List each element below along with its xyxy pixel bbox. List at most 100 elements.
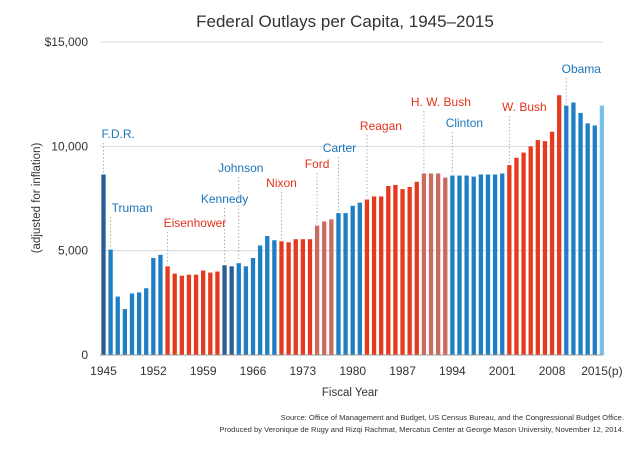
bar	[514, 157, 519, 355]
bar	[414, 181, 419, 355]
x-tick-label: 1952	[140, 364, 167, 378]
bar	[464, 175, 469, 355]
y-tick-label: 5,000	[58, 244, 88, 258]
x-tick-label: 1994	[439, 364, 466, 378]
bar	[457, 175, 462, 355]
bar	[557, 95, 562, 356]
bar	[300, 239, 306, 355]
x-tick-label: 2001	[489, 364, 516, 378]
bar	[243, 266, 249, 355]
bar	[151, 257, 156, 355]
bar	[314, 225, 320, 355]
bar	[571, 102, 576, 355]
bar	[393, 184, 398, 355]
bar	[528, 146, 533, 355]
bar	[265, 236, 270, 355]
president-label: Nixon	[266, 176, 297, 190]
bar	[279, 241, 284, 355]
bar	[585, 123, 590, 355]
bar	[428, 173, 434, 355]
president-labels: F.D.R. Truman Eisenhower Kennedy JohnsonNixo…	[102, 62, 602, 230]
president-label: Clinton	[446, 116, 483, 130]
bar	[201, 270, 206, 355]
bar	[108, 249, 113, 355]
bar	[379, 196, 384, 355]
bar	[208, 272, 213, 355]
bar	[371, 196, 377, 355]
bar	[421, 173, 427, 355]
bar	[500, 173, 505, 355]
bar	[193, 274, 199, 355]
bar	[435, 173, 441, 355]
bar	[165, 266, 170, 355]
source-line-1: Source: Office of Management and Budget,…	[280, 413, 624, 422]
bar	[443, 177, 448, 355]
bar	[542, 141, 548, 355]
x-tick-label: 1959	[190, 364, 217, 378]
president-label: Johnson	[218, 161, 263, 175]
bar	[343, 213, 348, 355]
x-tick-label: 1973	[290, 364, 317, 378]
bar	[357, 202, 362, 355]
bar	[229, 266, 234, 355]
president-label: Ford	[305, 157, 330, 171]
x-tick-label: 1980	[339, 364, 366, 378]
bar	[329, 219, 334, 355]
president-label: Truman	[112, 201, 153, 215]
bar	[364, 199, 370, 355]
bar	[250, 257, 256, 355]
bar	[122, 309, 128, 355]
bar	[129, 293, 135, 355]
bar	[471, 176, 476, 355]
bar	[407, 187, 412, 355]
bar	[578, 112, 583, 356]
bar	[136, 292, 142, 355]
president-label: Obama	[562, 62, 602, 76]
bar	[478, 174, 484, 355]
bar	[236, 263, 241, 355]
y-tick-label: $15,000	[45, 35, 89, 49]
chart-title: Federal Outlays per Capita, 1945–2015	[196, 12, 494, 31]
bar	[186, 274, 192, 355]
bar	[535, 140, 540, 355]
bar	[144, 288, 149, 355]
president-label: Reagan	[360, 119, 402, 133]
y-tick-label: 10,000	[51, 139, 88, 153]
source-line-2: Produced by Veronique de Rugy and Rizqi …	[219, 425, 624, 434]
bar	[307, 239, 313, 355]
bar	[115, 296, 120, 355]
president-label: F.D.R.	[102, 127, 135, 141]
bar	[322, 221, 327, 355]
president-label: Kennedy	[201, 192, 248, 206]
x-tick-label: 2015(p)	[581, 364, 622, 378]
bar	[400, 189, 405, 355]
bar	[549, 131, 555, 355]
bar	[158, 254, 163, 355]
bar	[386, 185, 391, 355]
x-tick-label: 1966	[240, 364, 267, 378]
bar	[507, 165, 512, 355]
x-tick-label: 1945	[90, 364, 117, 378]
president-label: H. W. Bush	[411, 95, 471, 109]
bar	[336, 213, 341, 355]
x-tick-label: 1987	[389, 364, 416, 378]
bar	[599, 105, 605, 355]
bar	[293, 239, 298, 355]
x-axis-label: Fiscal Year	[322, 387, 378, 399]
bar	[564, 105, 569, 355]
y-axis-label: (adjusted for inflation)	[31, 143, 43, 254]
bar	[257, 245, 263, 355]
bar	[222, 265, 227, 355]
bar	[286, 242, 291, 355]
bar	[179, 275, 184, 355]
bar	[521, 152, 526, 355]
bar	[492, 174, 498, 355]
bars	[101, 95, 605, 356]
y-tick-label: 0	[81, 348, 88, 362]
bar	[101, 174, 106, 355]
president-label: Eisenhower	[164, 216, 227, 230]
bar	[172, 273, 177, 355]
president-label: W. Bush	[502, 100, 547, 114]
bar	[350, 205, 355, 355]
